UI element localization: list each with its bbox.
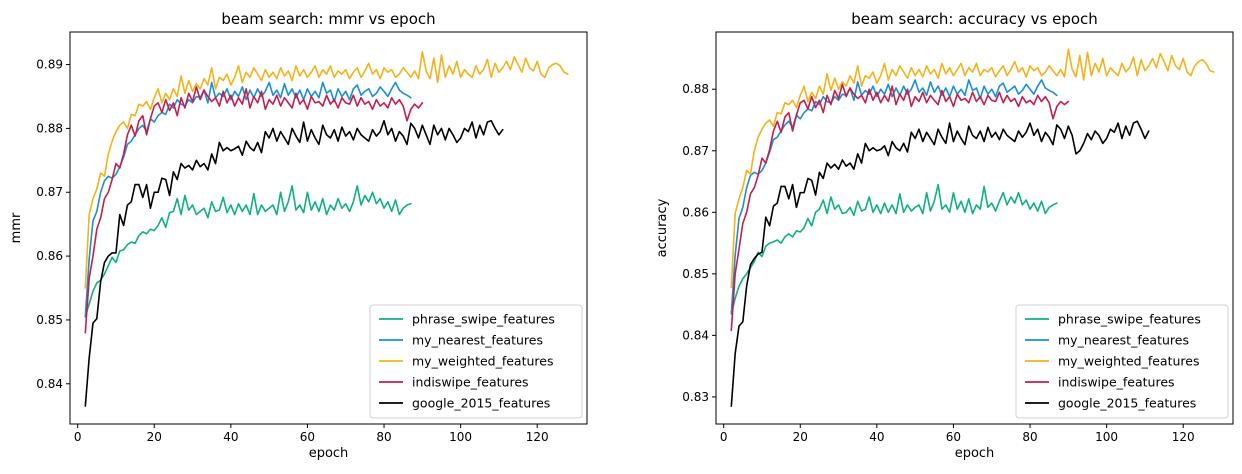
legend-entry-phrase_swipe_features: phrase_swipe_features [1058,312,1201,327]
x-tick-label: 20 [793,430,808,444]
chart-2: 0 20 40 60 80 100 120 0.83 0.84 0.85 0.86 0.87 0.88 b… [655,10,1234,461]
plot-area [84,50,569,407]
axes-frame [715,31,1234,425]
legend-entry-phrase_swipe_features: phrase_swipe_features [412,312,555,327]
series-line-google_2015_features [84,119,504,407]
x-tick-label: 80 [376,430,391,444]
series-line-phrase_swipe_features [84,185,412,318]
y-tick-label: 0.85 [36,313,63,327]
x-tick-label: 120 [526,430,549,444]
legend-entry-google_2015_features: google_2015_features [1058,396,1196,411]
x-tick-label: 20 [147,430,162,444]
chart-title: beam search: mmr vs epoch [221,10,435,28]
y-tick-label: 0.84 [36,377,63,391]
y-axis-label: accuracy [655,198,670,257]
y-tick-label: 0.88 [682,82,709,96]
series-line-phrase_swipe_features [730,183,1058,315]
y-tick-label: 0.87 [682,144,709,158]
legend-entry-my_weighted_features: my_weighted_features [412,354,554,369]
axes-frame [69,31,588,425]
x-tick-label: 100 [1095,430,1118,444]
y-tick-label: 0.83 [682,390,709,404]
y-tick-label: 0.87 [36,185,63,199]
legend: phrase_swipe_features my_nearest_features… [369,304,583,419]
x-tick-label: 40 [869,430,884,444]
y-tick-label: 0.86 [36,249,63,263]
series-line-my_weighted_features [84,50,569,289]
series-line-indiswipe_features [84,86,424,334]
y-tick-label: 0.85 [682,267,709,281]
chart-1: 0 20 40 60 80 100 120 0.84 0.85 0.86 0.87 0.88 0.89 b… [9,10,588,461]
y-tick-label: 0.89 [36,58,63,72]
y-tick-label: 0.84 [682,328,709,342]
legend-box [1015,304,1229,419]
series-line-my_weighted_features [730,48,1215,289]
chart-title: beam search: accuracy vs epoch [851,10,1098,28]
x-tick-label: 60 [946,430,961,444]
x-tick-label: 0 [720,430,728,444]
legend-entry-my_weighted_features: my_weighted_features [1058,354,1200,369]
legend-entry-indiswipe_features: indiswipe_features [412,375,529,390]
legend: phrase_swipe_features my_nearest_features… [1015,304,1229,419]
x-axis-label: epoch [955,446,995,461]
plot-area [730,48,1215,407]
legend-entry-my_nearest_features: my_nearest_features [412,333,543,348]
legend-box [369,304,583,419]
y-tick-label: 0.88 [36,121,63,135]
x-tick-label: 100 [449,430,472,444]
y-axis-label: mmr [9,212,24,243]
series-line-indiswipe_features [730,83,1070,332]
x-tick-label: 60 [300,430,315,444]
legend-entry-google_2015_features: google_2015_features [412,396,550,411]
y-tick-label: 0.86 [682,205,709,219]
series-line-google_2015_features [730,120,1150,407]
legend-entry-indiswipe_features: indiswipe_features [1058,375,1175,390]
x-tick-label: 80 [1022,430,1037,444]
legend-entry-my_nearest_features: my_nearest_features [1058,333,1189,348]
x-tick-label: 40 [223,430,238,444]
x-tick-label: 120 [1172,430,1195,444]
series-line-my_nearest_features [84,81,412,318]
series-line-my_nearest_features [730,79,1058,315]
x-axis-label: epoch [309,446,349,461]
x-tick-label: 0 [74,430,82,444]
